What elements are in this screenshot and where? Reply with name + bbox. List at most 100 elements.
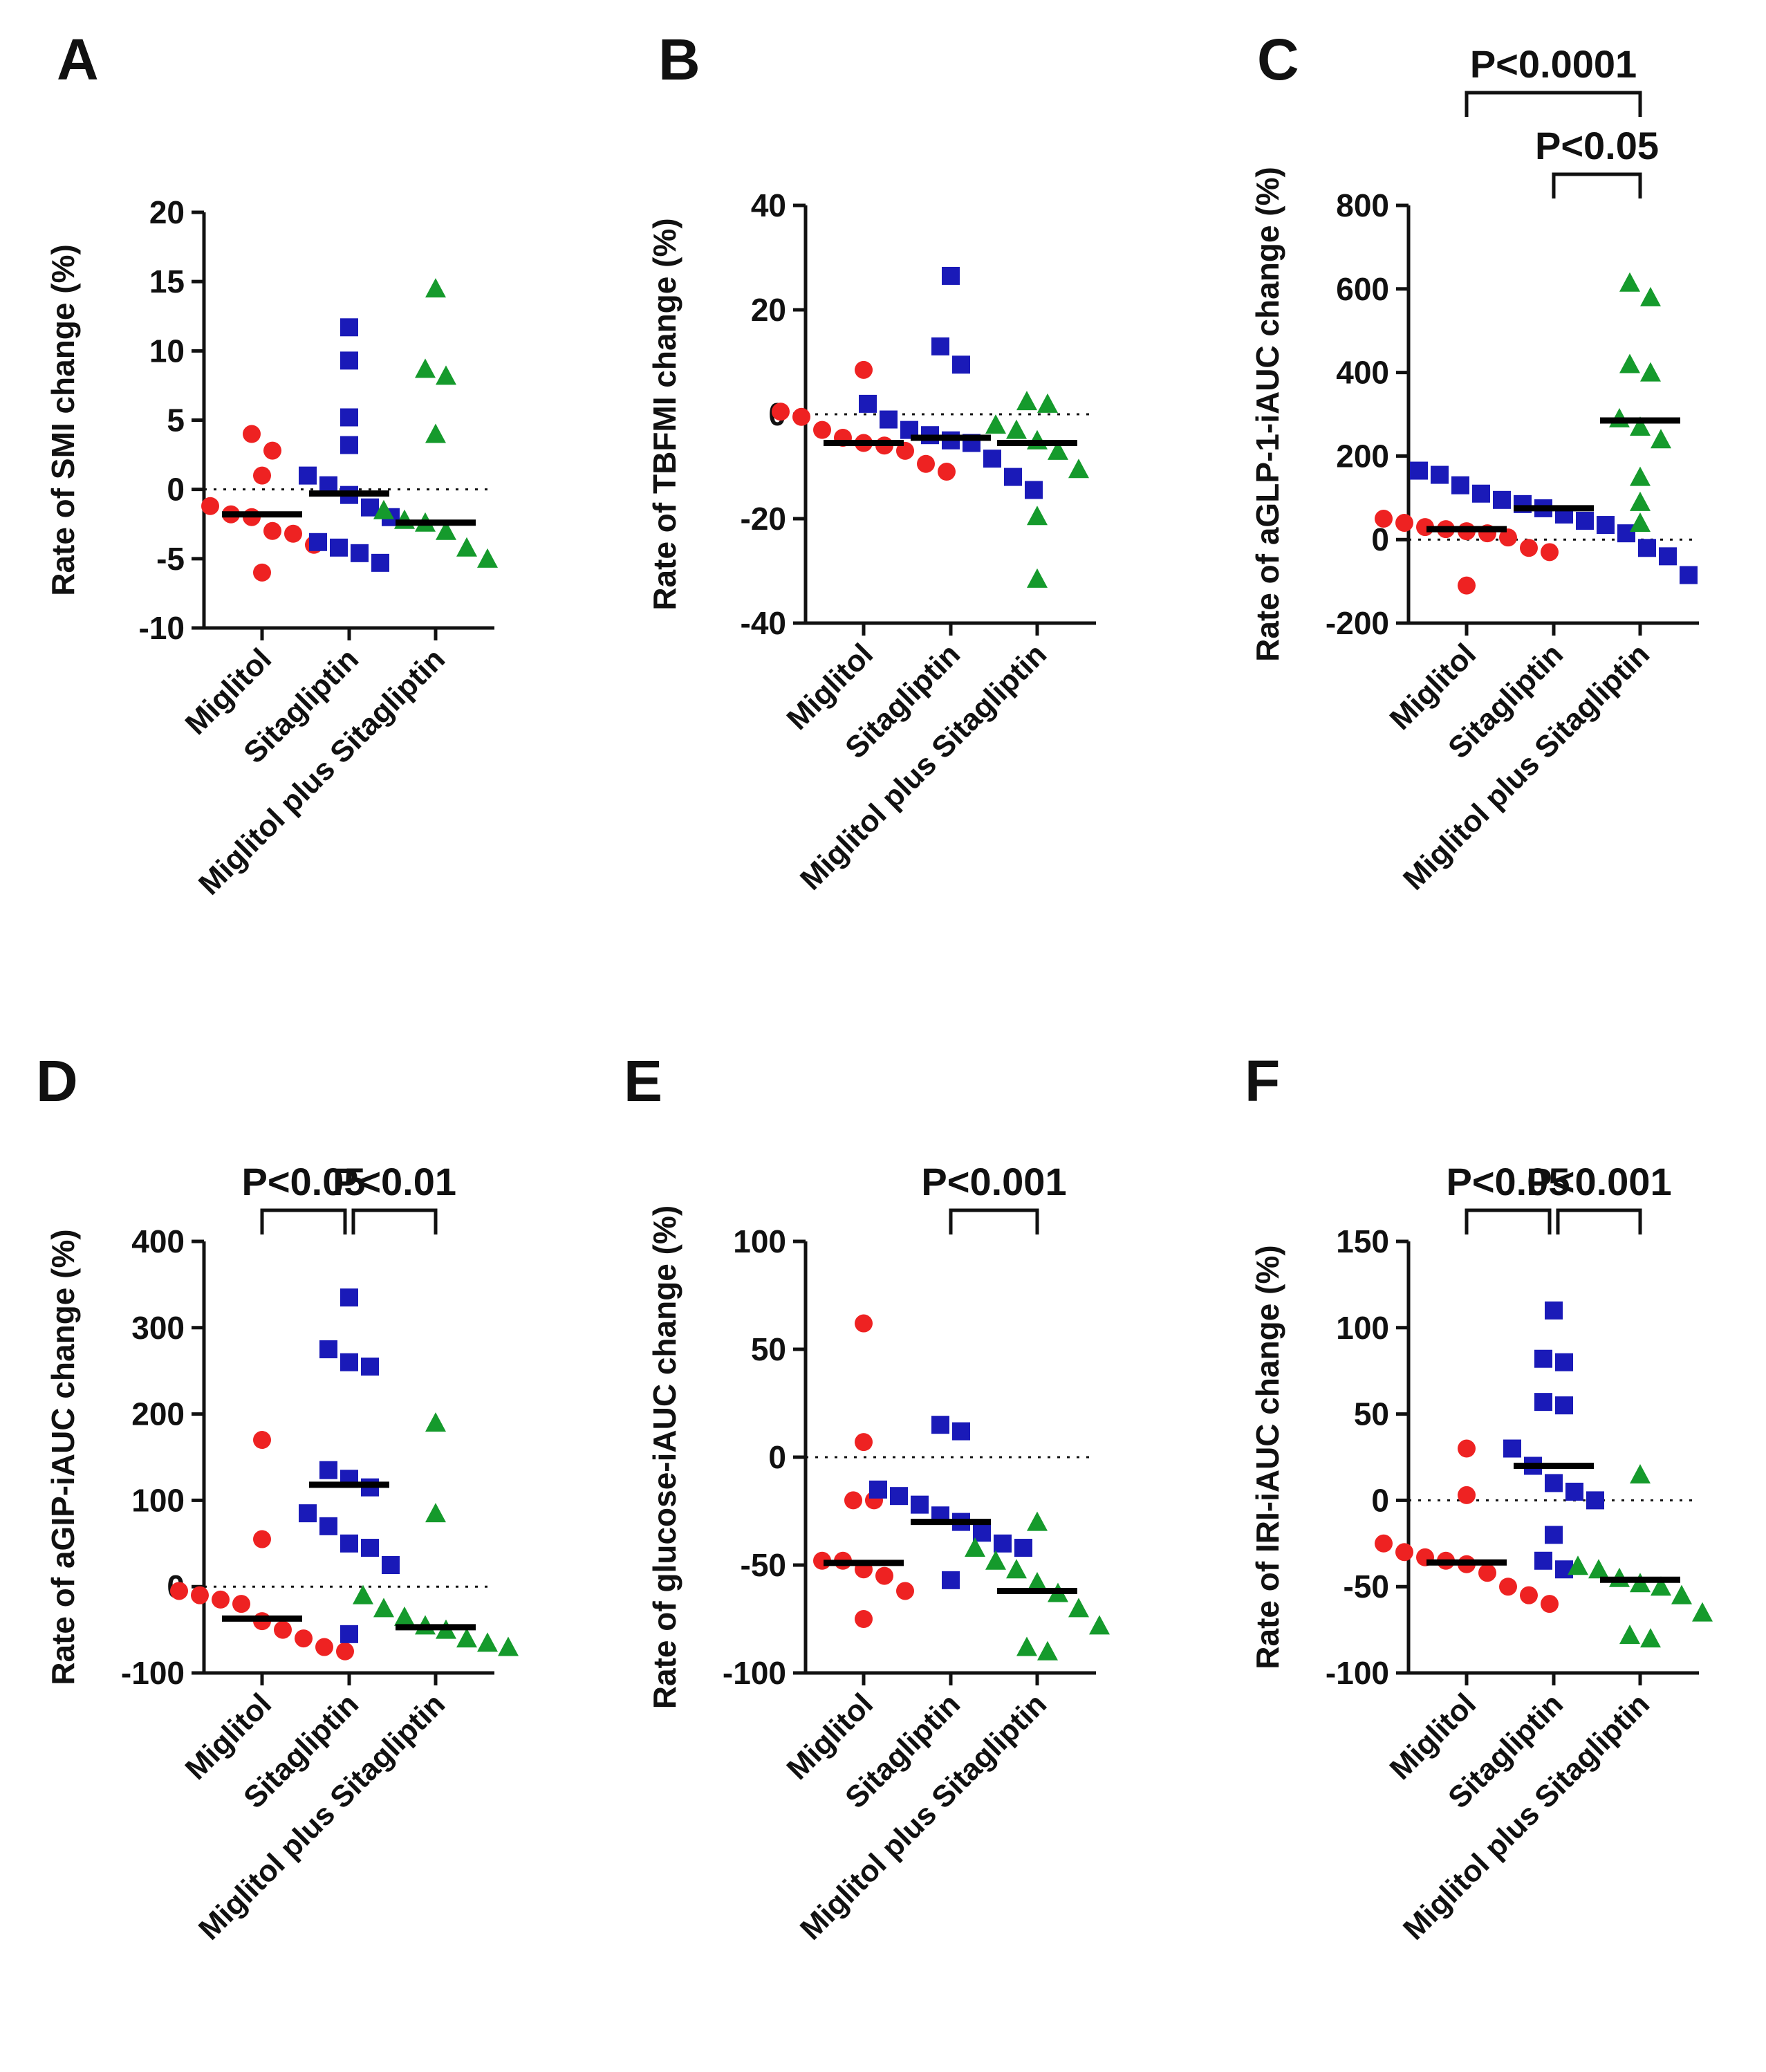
panel-e-significance-bracket: [949, 1208, 1039, 1234]
panel-e-point-miglitol-plus-sitagliptin: [1037, 1640, 1058, 1661]
panel-c-y-tick-label: 800: [1336, 187, 1389, 223]
panel-b-point-miglitol-plus-sitagliptin: [1048, 440, 1068, 460]
panel-b-point-sitagliptin: [859, 394, 877, 413]
panel-f-point-sitagliptin: [1503, 1439, 1521, 1458]
panel-c-point-miglitol-plus-sitagliptin: [1630, 512, 1651, 533]
panel-b-point-miglitol: [792, 407, 810, 426]
panel-a-point-sitagliptin: [340, 318, 358, 337]
panel-f-point-miglitol-plus-sitagliptin: [1640, 1628, 1661, 1648]
panel-d-y-tick-label: 400: [131, 1223, 185, 1259]
panel-a-point-sitagliptin: [309, 533, 327, 551]
panel-b-point-miglitol: [855, 360, 873, 379]
panel-d-point-sitagliptin: [340, 1625, 358, 1643]
panel-b-point-miglitol: [938, 463, 956, 481]
panel-d-point-miglitol-plus-sitagliptin: [477, 1632, 498, 1652]
panel-b-point-miglitol-plus-sitagliptin: [1016, 391, 1037, 411]
panel-c-point-miglitol: [1395, 514, 1413, 533]
panel-b-y-tick-label: -40: [741, 605, 786, 641]
panel-a-point-miglitol: [201, 497, 219, 515]
panel-a-y-tick-label: 5: [167, 403, 185, 438]
panel-d-y-tick-label: 300: [131, 1310, 185, 1346]
panel-c-point-miglitol-plus-sitagliptin: [1619, 272, 1640, 292]
panel-b-y-tick-label: 20: [751, 292, 786, 328]
panel-b-point-miglitol-plus-sitagliptin: [1006, 419, 1027, 439]
panel-d-point-sitagliptin: [361, 1357, 379, 1376]
panel-d-y-tick-label: 100: [131, 1482, 185, 1518]
panel-c-point-sitagliptin: [1576, 512, 1594, 530]
panel-c-point-miglitol-plus-sitagliptin: [1640, 286, 1661, 306]
panel-c-point-miglitol: [1458, 576, 1476, 595]
panel-d-point-miglitol-plus-sitagliptin: [373, 1598, 394, 1618]
panel-f-point-miglitol-plus-sitagliptin: [1671, 1584, 1692, 1604]
panel-c-p-value-label: P<0.05: [1535, 124, 1659, 167]
panel-f-point-miglitol: [1541, 1595, 1559, 1613]
panel-d-point-miglitol: [170, 1582, 188, 1600]
panel-c-point-sitagliptin: [1493, 490, 1511, 509]
panel-c-point-miglitol-plus-sitagliptin: [1651, 429, 1671, 449]
panel-d-point-miglitol-plus-sitagliptin: [425, 1503, 446, 1523]
panel-d-significance-bracket: [260, 1208, 347, 1234]
panel-f-significance-bracket: [1556, 1208, 1642, 1234]
panel-a-point-miglitol-plus-sitagliptin: [436, 520, 456, 540]
panel-c-point-miglitol: [1541, 543, 1559, 562]
panel-b-point-miglitol-plus-sitagliptin: [1027, 568, 1048, 588]
panel-e-point-miglitol-plus-sitagliptin: [1006, 1559, 1027, 1579]
panel-d-point-miglitol: [336, 1642, 354, 1661]
panel-d-y-axis-title: Rate of aGIP-iAUC change (%): [45, 1229, 81, 1685]
panel-e-point-miglitol-plus-sitagliptin: [1027, 1511, 1048, 1531]
panel-a-point-sitagliptin: [351, 544, 369, 562]
panel-e-point-sitagliptin: [952, 1422, 970, 1441]
panel-d-point-sitagliptin: [340, 1288, 358, 1307]
panel-e-y-tick-label: 0: [768, 1439, 786, 1475]
panel-f-p-value-label: P<0.001: [1526, 1160, 1671, 1203]
panel-e-point-sitagliptin: [869, 1480, 887, 1499]
panel-d-point-sitagliptin: [340, 1353, 358, 1371]
panel-c: C -200 0 200 400 600 800 Rate of aGLP-1-iAUC ch…: [1249, 27, 1699, 897]
panel-d-point-sitagliptin: [319, 1517, 337, 1535]
panel-c-point-sitagliptin: [1451, 476, 1469, 494]
panel-f-point-sitagliptin: [1555, 1396, 1573, 1415]
panel-c-significance-bracket: [1465, 91, 1642, 117]
panel-d-significance-bracket: [351, 1208, 438, 1234]
panel-f-y-tick-label: 0: [1371, 1482, 1389, 1518]
panel-b-point-miglitol-plus-sitagliptin: [1027, 429, 1048, 450]
panel-c-y-tick-label: 0: [1371, 521, 1389, 557]
panel-f-point-miglitol: [1478, 1564, 1496, 1582]
panel-f-point-sitagliptin: [1555, 1560, 1573, 1579]
panel-c-point-miglitol: [1499, 528, 1517, 547]
panel-e-point-sitagliptin: [1014, 1539, 1032, 1557]
panel-f-point-miglitol-plus-sitagliptin: [1588, 1559, 1609, 1579]
panel-b-point-sitagliptin: [931, 337, 949, 355]
panel-a-point-miglitol-plus-sitagliptin: [456, 537, 477, 557]
panel-f-point-sitagliptin: [1586, 1491, 1604, 1510]
panel-a-point-miglitol-plus-sitagliptin: [436, 365, 456, 385]
panel-e: E -100 -50 0 50 100 Rate of glucose-iAUC chang…: [624, 1048, 1110, 1947]
panel-d-point-sitagliptin: [299, 1504, 317, 1523]
panel-f-y-tick-label: -100: [1326, 1655, 1389, 1691]
panel-b-point-miglitol-plus-sitagliptin: [985, 414, 1006, 434]
panel-b-point-miglitol-plus-sitagliptin: [1037, 393, 1058, 413]
panel-e-point-miglitol-plus-sitagliptin: [1027, 1571, 1048, 1591]
panel-f-point-miglitol-plus-sitagliptin: [1692, 1602, 1713, 1622]
panel-f-point-miglitol: [1458, 1486, 1476, 1504]
panel-d-point-sitagliptin: [340, 1534, 358, 1553]
panel-a-point-sitagliptin: [361, 498, 379, 517]
panel-b-point-sitagliptin: [1004, 468, 1022, 486]
panel-e-y-tick-label: 100: [733, 1223, 786, 1259]
panel-d-point-sitagliptin: [361, 1539, 379, 1557]
panel-a-point-sitagliptin: [371, 553, 389, 572]
panel-e-point-miglitol-plus-sitagliptin: [965, 1537, 985, 1557]
panel-d-point-miglitol: [253, 1431, 271, 1450]
panel-d-letter: D: [36, 1048, 78, 1113]
panel-f-point-sitagliptin: [1534, 1551, 1552, 1570]
panel-c-point-sitagliptin: [1638, 539, 1656, 557]
panel-d-point-miglitol: [315, 1638, 333, 1656]
panel-c-p-value-label: P<0.0001: [1470, 42, 1637, 86]
panel-a-y-tick-label: 15: [149, 263, 185, 299]
panel-f-point-miglitol-plus-sitagliptin: [1630, 1463, 1651, 1483]
panel-b-point-miglitol-plus-sitagliptin: [1027, 506, 1048, 526]
panel-a-point-miglitol: [243, 425, 261, 443]
panel-f-point-miglitol: [1395, 1543, 1413, 1562]
panel-b-point-sitagliptin: [1025, 481, 1043, 499]
panel-a-point-sitagliptin: [299, 466, 317, 485]
